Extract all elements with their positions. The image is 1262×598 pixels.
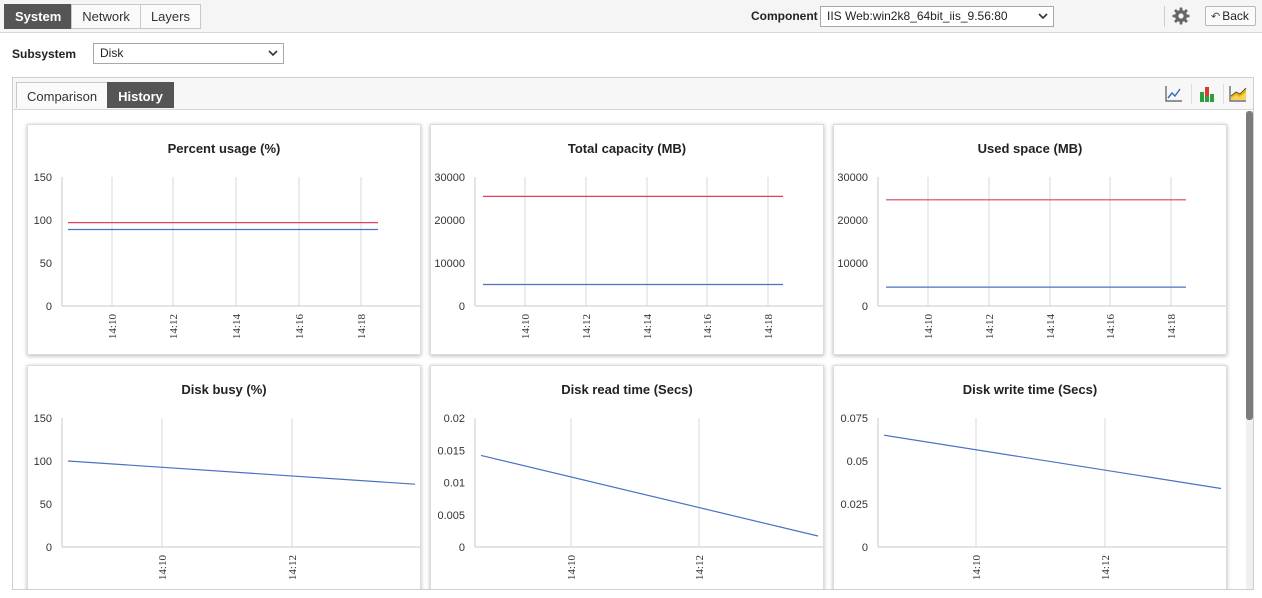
x-tick-label: 14:14 — [642, 314, 654, 340]
y-tick-label: 0 — [46, 542, 52, 554]
chart-title: Disk busy (%) — [181, 382, 267, 397]
x-tick-label: 14:12 — [984, 314, 996, 339]
chart-title: Total capacity (MB) — [567, 141, 687, 156]
component-label: Component — [751, 9, 818, 23]
x-tick-label: 14:10 — [971, 555, 983, 581]
y-tick-label: 0 — [46, 301, 52, 313]
y-tick-label: 0.005 — [437, 510, 465, 522]
tab-layers[interactable]: Layers — [139, 4, 201, 29]
chart-disk-read-time: 0.02 0.015 0.01 0.005 0 14:10 14:12 — [437, 413, 823, 581]
y-tick-label: 50 — [40, 499, 52, 511]
chevron-down-icon — [268, 44, 278, 70]
chart-percent-usage: 150 100 50 0 14:10 14:12 14:14 14:16 14:18 — [34, 172, 420, 340]
y-tick-label: 0.075 — [840, 413, 868, 425]
toolbar-separator — [1191, 84, 1192, 104]
chart-card-disk-write-time: 0.075 0.05 0.025 0 14:10 14:12 Disk write tim… — [833, 365, 1227, 589]
toolbar-separator — [1223, 84, 1224, 104]
toolbar-divider — [1164, 6, 1165, 27]
x-tick-label: 14:12 — [694, 555, 706, 580]
y-tick-label: 20000 — [837, 215, 868, 227]
tab-system[interactable]: System — [4, 4, 73, 29]
y-tick-label: 0.015 — [437, 445, 465, 457]
tab-network[interactable]: Network — [71, 4, 141, 29]
y-tick-label: 150 — [34, 413, 52, 425]
line-chart-icon[interactable] — [1164, 84, 1184, 104]
x-tick-label: 14:16 — [702, 314, 714, 340]
y-tick-label: 30000 — [837, 172, 868, 184]
y-tick-label: 100 — [34, 456, 52, 468]
x-tick-label: 14:12 — [168, 314, 180, 339]
component-value: IIS Web:win2k8_64bit_iis_9.56:80 — [827, 9, 1008, 23]
chart-disk-busy: 150 100 50 0 14:10 14:12 — [34, 413, 420, 581]
chart-title: Disk write time (Secs) — [962, 382, 1098, 397]
y-tick-label: 0.05 — [847, 456, 868, 468]
back-label: Back — [1222, 9, 1249, 23]
y-tick-label: 0 — [459, 542, 465, 554]
series-line — [67, 460, 416, 485]
chart-card-disk-busy: 150 100 50 0 14:10 14:12 Disk busy (%) — [27, 365, 421, 589]
x-tick-label: 14:12 — [1100, 555, 1112, 580]
x-tick-label: 14:10 — [157, 555, 169, 581]
x-tick-label: 14:18 — [763, 314, 775, 340]
y-tick-label: 0.01 — [444, 478, 465, 490]
chart-title: Percent usage (%) — [167, 141, 281, 156]
y-tick-label: 30000 — [434, 172, 465, 184]
chart-title: Disk read time (Secs) — [561, 382, 693, 397]
chart-used-space: 30000 20000 10000 0 14:10 14:12 14:14 14:16 14:1… — [837, 172, 1226, 340]
chevron-down-icon — [1038, 7, 1048, 33]
bar-chart-icon[interactable] — [1197, 84, 1217, 104]
subsystem-value: Disk — [100, 46, 124, 60]
x-tick-label: 14:16 — [294, 314, 306, 340]
chart-card-disk-read-time: 0.02 0.015 0.01 0.005 0 14:10 14:12 Disk read … — [430, 365, 824, 589]
y-tick-label: 0 — [862, 542, 868, 554]
subsystem-select[interactable]: Disk — [93, 43, 284, 64]
component-select[interactable]: IIS Web:win2k8_64bit_iis_9.56:80 — [820, 6, 1054, 27]
x-tick-label: 14:10 — [923, 314, 935, 340]
y-tick-label: 20000 — [434, 215, 465, 227]
history-panel: Comparison History — [12, 77, 1254, 590]
chart-card-percent-usage: 150 100 50 0 14:10 14:12 14:14 14:16 14:18 Perce… — [27, 124, 421, 355]
chart-card-total-capacity: 30000 20000 10000 0 14:10 14:12 14:14 14:16 14:1… — [430, 124, 824, 355]
tab-history[interactable]: History — [107, 82, 174, 108]
vertical-scrollbar[interactable] — [1246, 111, 1253, 589]
x-tick-label: 14:14 — [1045, 314, 1057, 340]
x-tick-label: 14:14 — [231, 314, 243, 340]
y-tick-label: 10000 — [837, 258, 868, 270]
top-tabs: System Network Layers — [4, 4, 201, 29]
scrollbar-thumb[interactable] — [1246, 111, 1253, 420]
tab-comparison[interactable]: Comparison — [16, 82, 109, 108]
back-arrow-icon: ↶ — [1211, 11, 1221, 23]
y-tick-label: 10000 — [434, 258, 465, 270]
x-tick-label: 14:12 — [581, 314, 593, 339]
gear-icon[interactable] — [1172, 7, 1190, 25]
chart-disk-write-time: 0.075 0.05 0.025 0 14:10 14:12 — [840, 413, 1226, 581]
y-tick-label: 0 — [459, 301, 465, 313]
x-tick-label: 14:16 — [1105, 314, 1117, 340]
subsystem-label: Subsystem — [12, 47, 77, 61]
chart-card-used-space: 30000 20000 10000 0 14:10 14:12 14:14 14:16 14:1… — [833, 124, 1227, 355]
view-tabs: Comparison History — [16, 82, 174, 108]
x-tick-label: 14:10 — [107, 314, 119, 340]
top-bar: System Network Layers Component IIS Web:… — [0, 0, 1262, 33]
y-tick-label: 0.02 — [444, 413, 465, 425]
x-tick-label: 14:10 — [520, 314, 532, 340]
series-line — [883, 434, 1222, 490]
x-tick-label: 14:12 — [287, 555, 299, 580]
y-tick-label: 0.025 — [840, 499, 868, 511]
back-button[interactable]: ↶ Back — [1205, 6, 1256, 26]
series-line — [480, 454, 819, 537]
y-tick-label: 0 — [862, 301, 868, 313]
chart-title: Used space (MB) — [977, 141, 1083, 156]
y-tick-label: 50 — [40, 258, 52, 270]
x-tick-label: 14:10 — [566, 555, 578, 581]
y-tick-label: 150 — [34, 172, 52, 184]
charts-scroll-area[interactable]: 150 100 50 0 14:10 14:12 14:14 14:16 14:18 Perce… — [13, 111, 1253, 589]
area-chart-icon[interactable] — [1228, 84, 1248, 104]
y-tick-label: 100 — [34, 215, 52, 227]
panel-header: Comparison History — [13, 78, 1253, 110]
x-tick-label: 14:18 — [1166, 314, 1178, 340]
x-tick-label: 14:18 — [356, 314, 368, 340]
chart-total-capacity: 30000 20000 10000 0 14:10 14:12 14:14 14:16 14:1… — [434, 172, 823, 340]
